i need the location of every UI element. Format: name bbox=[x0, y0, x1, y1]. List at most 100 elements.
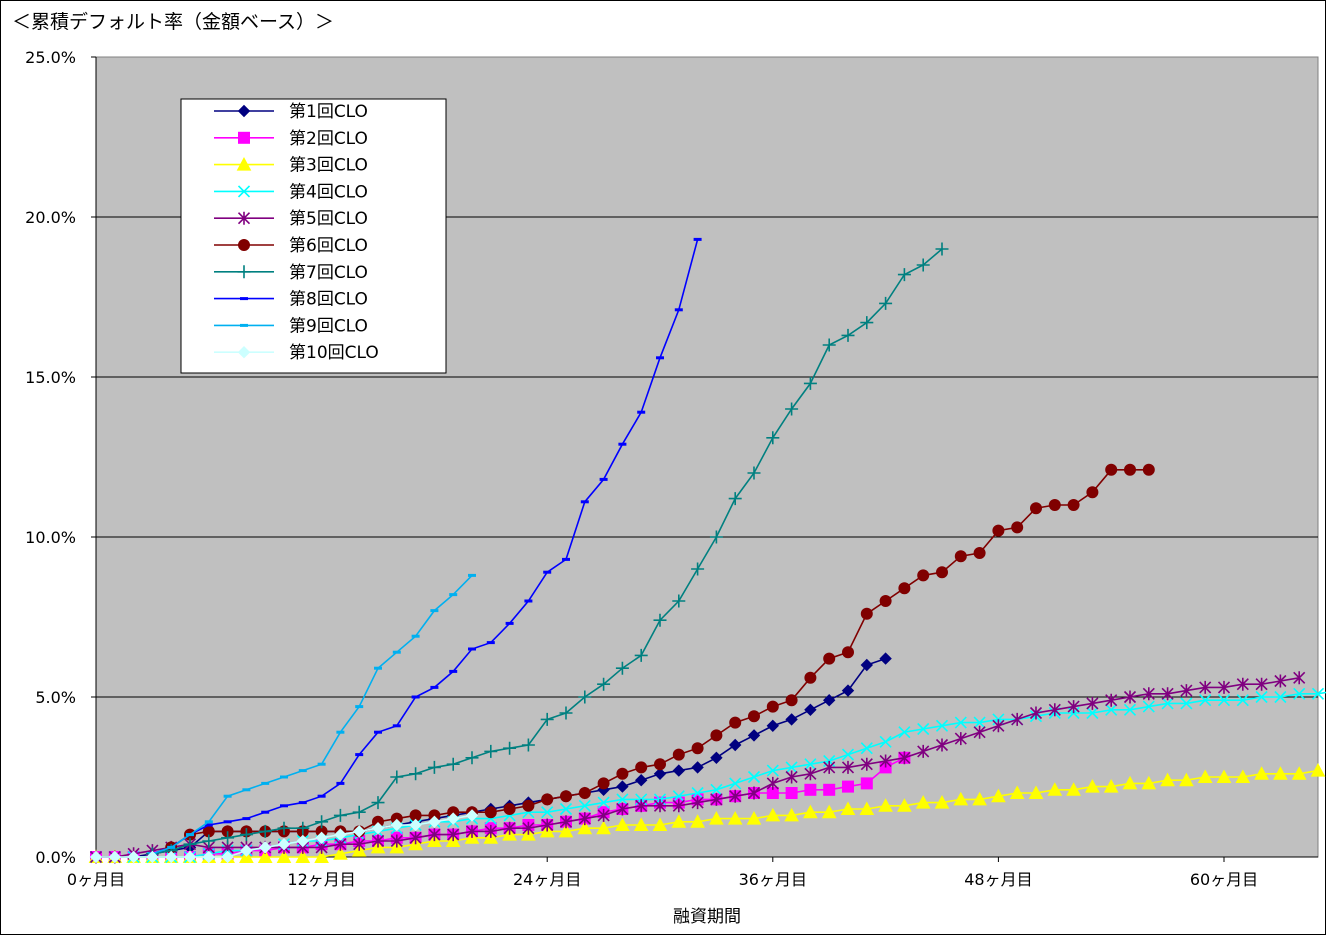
data-point bbox=[823, 652, 836, 665]
data-point bbox=[1161, 687, 1174, 701]
data-point bbox=[484, 744, 498, 758]
data-point bbox=[953, 791, 969, 806]
data-point bbox=[239, 828, 253, 842]
data-point bbox=[897, 798, 912, 812]
data-point bbox=[1105, 463, 1118, 476]
data-point bbox=[541, 806, 554, 819]
data-point bbox=[1142, 463, 1155, 476]
data-point bbox=[917, 744, 930, 758]
data-point bbox=[409, 767, 423, 781]
data-point bbox=[352, 805, 366, 819]
data-point bbox=[1293, 671, 1306, 685]
data-point bbox=[729, 789, 742, 803]
data-point bbox=[503, 741, 517, 755]
data-point bbox=[635, 761, 648, 774]
data-point bbox=[992, 524, 1005, 537]
data-point bbox=[652, 817, 668, 831]
data-point bbox=[728, 492, 742, 506]
data-point bbox=[202, 850, 216, 864]
data-point bbox=[691, 796, 704, 810]
legend-label: 第5回CLO bbox=[289, 209, 368, 229]
data-point bbox=[1086, 486, 1099, 499]
data-point bbox=[409, 818, 422, 832]
data-point bbox=[541, 793, 554, 806]
data-point bbox=[1274, 690, 1287, 704]
data-point bbox=[333, 808, 347, 822]
data-point bbox=[672, 790, 685, 803]
data-point bbox=[821, 804, 837, 819]
data-point bbox=[428, 815, 441, 829]
data-point bbox=[164, 850, 178, 864]
data-point bbox=[917, 569, 930, 582]
data-point bbox=[578, 690, 592, 704]
data-point bbox=[804, 703, 817, 717]
data-point bbox=[1048, 499, 1061, 511]
data-point bbox=[654, 758, 666, 771]
data-point bbox=[257, 849, 273, 863]
data-point bbox=[934, 795, 950, 809]
legend-item: 第1回CLO bbox=[214, 102, 368, 122]
y-tick-label: 5.0% bbox=[35, 688, 76, 707]
data-point bbox=[541, 818, 554, 832]
series-9 bbox=[148, 573, 476, 856]
data-point bbox=[597, 777, 610, 790]
data-point bbox=[633, 817, 649, 831]
data-point bbox=[1011, 521, 1024, 534]
chart-title: ＜累積デフォルト率（金額ベース）＞ bbox=[12, 11, 334, 33]
data-point bbox=[935, 242, 949, 256]
data-point bbox=[559, 706, 573, 720]
data-point bbox=[822, 693, 836, 707]
data-point bbox=[352, 825, 366, 838]
data-point bbox=[691, 761, 704, 774]
data-point bbox=[465, 824, 479, 838]
data-point bbox=[785, 713, 798, 726]
data-point bbox=[1086, 706, 1099, 720]
data-point bbox=[973, 725, 986, 739]
data-point bbox=[615, 817, 630, 831]
data-point bbox=[1105, 703, 1118, 716]
data-point bbox=[710, 792, 723, 806]
data-point bbox=[1161, 697, 1174, 710]
legend-swatch-marker bbox=[237, 185, 251, 198]
data-point bbox=[804, 671, 817, 684]
data-point bbox=[823, 760, 836, 774]
data-point bbox=[709, 811, 724, 825]
data-point bbox=[747, 770, 761, 784]
legend-item: 第8回CLO bbox=[214, 290, 368, 310]
data-point bbox=[860, 316, 874, 330]
data-point bbox=[616, 780, 629, 793]
data-point bbox=[560, 790, 572, 803]
data-point bbox=[1199, 694, 1212, 707]
data-point bbox=[1274, 674, 1287, 688]
data-point bbox=[841, 328, 855, 342]
data-point bbox=[447, 828, 460, 842]
y-tick-label: 25.0% bbox=[25, 48, 76, 67]
data-point bbox=[1103, 779, 1119, 793]
data-point bbox=[879, 735, 892, 748]
data-point bbox=[616, 767, 629, 780]
data-point bbox=[879, 754, 892, 768]
data-point bbox=[559, 815, 573, 829]
data-point bbox=[446, 757, 460, 771]
data-point bbox=[89, 850, 103, 864]
axes: 0.0% 5.0% 10.0% 15.0% 20.0% 25.0% 0ヶ月目 12ヶ月目 24ヶ… bbox=[25, 48, 1318, 889]
series-7 bbox=[145, 242, 949, 861]
x-axis-title: 融資期間 bbox=[673, 907, 741, 927]
data-point bbox=[1255, 690, 1268, 704]
data-point bbox=[746, 811, 762, 825]
data-point bbox=[635, 799, 648, 813]
y-tick-label: 0.0% bbox=[35, 848, 76, 867]
data-point bbox=[1217, 680, 1231, 694]
data-point bbox=[785, 694, 798, 707]
series-layer bbox=[88, 237, 1326, 864]
data-point bbox=[371, 796, 385, 810]
data-point bbox=[859, 801, 875, 815]
data-point bbox=[653, 613, 667, 627]
data-point bbox=[1217, 694, 1231, 707]
data-point bbox=[577, 820, 593, 835]
data-point bbox=[333, 846, 348, 860]
legend-swatch-marker bbox=[237, 104, 251, 118]
data-point bbox=[822, 338, 836, 352]
data-point bbox=[1293, 687, 1306, 700]
